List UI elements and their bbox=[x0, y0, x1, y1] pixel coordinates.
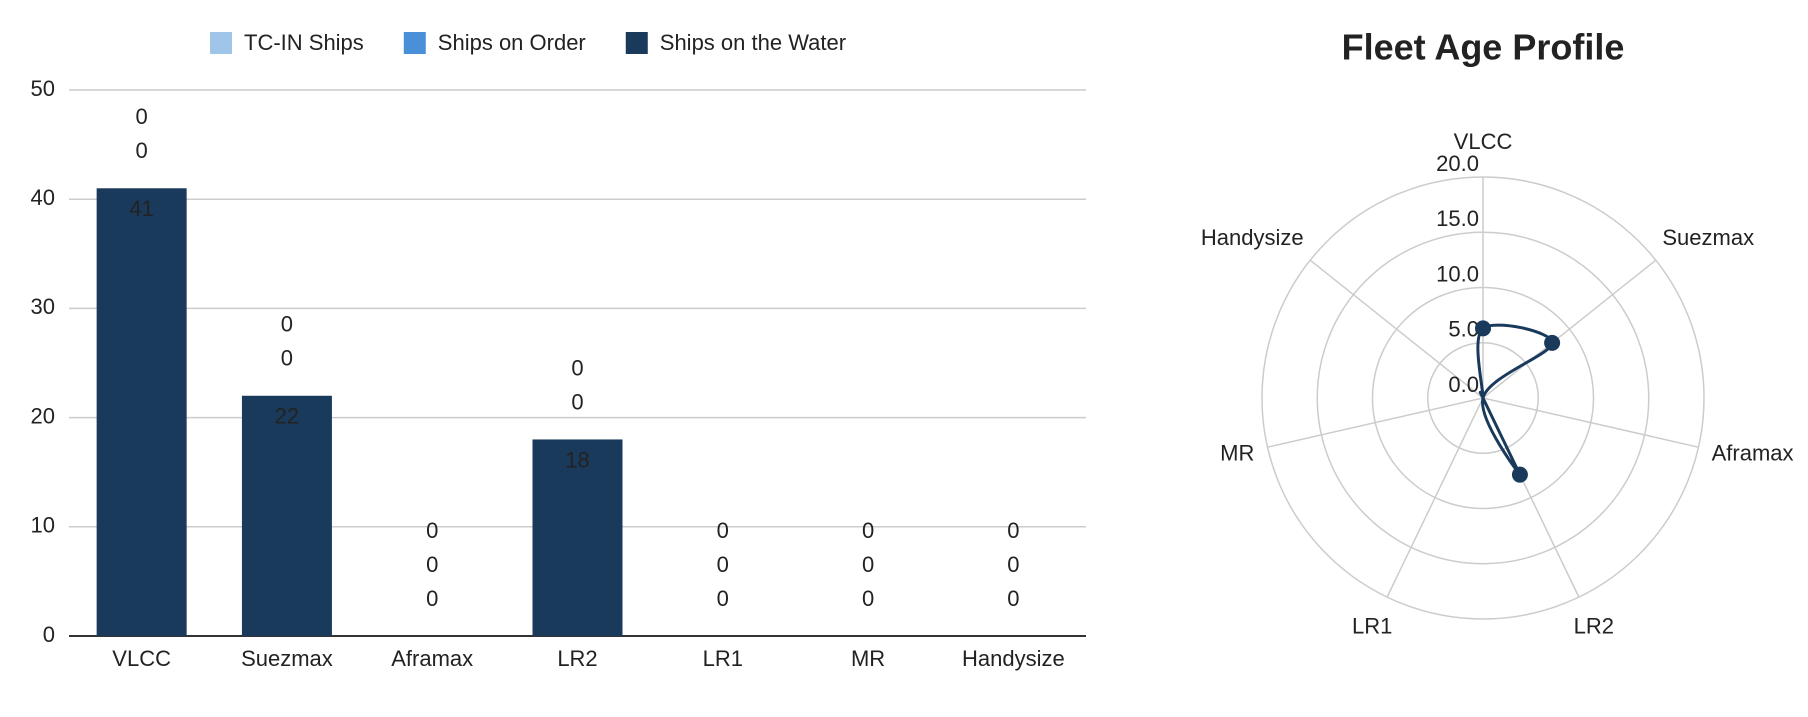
value-label: 0 bbox=[136, 104, 148, 129]
y-tick-label: 20 bbox=[31, 403, 55, 428]
category-label: VLCC bbox=[1454, 129, 1513, 154]
chart-title: Fleet Age Profile bbox=[1342, 27, 1625, 68]
value-label: 0 bbox=[717, 586, 729, 611]
r-tick-label: 10.0 bbox=[1436, 261, 1479, 286]
value-label: 0 bbox=[571, 389, 583, 414]
grid-ring bbox=[1316, 231, 1650, 565]
y-tick-label: 10 bbox=[31, 513, 55, 538]
value-label: 0 bbox=[281, 346, 293, 371]
r-tick-label: 20.0 bbox=[1436, 151, 1479, 176]
x-tick-label: Suezmax bbox=[241, 646, 333, 671]
category-label: Aframax bbox=[1712, 441, 1794, 466]
value-label: 0 bbox=[426, 586, 438, 611]
y-tick-label: 40 bbox=[31, 185, 55, 210]
grid-ring bbox=[1261, 176, 1705, 620]
value-label: 0 bbox=[1007, 586, 1019, 611]
value-label: 0 bbox=[717, 518, 729, 543]
category-label: Handysize bbox=[1201, 225, 1304, 250]
r-tick-label: 5.0 bbox=[1448, 317, 1479, 342]
legend-label: Ships on the Water bbox=[660, 30, 846, 55]
bar bbox=[241, 395, 332, 636]
value-label: 0 bbox=[136, 138, 148, 163]
value-label: 0 bbox=[281, 312, 293, 337]
radar-point bbox=[1544, 334, 1561, 351]
y-tick-label: 0 bbox=[43, 622, 55, 647]
radar-point bbox=[1511, 466, 1528, 483]
legend-label: Ships on Order bbox=[438, 30, 586, 55]
x-tick-label: VLCC bbox=[112, 646, 171, 671]
value-label: 0 bbox=[862, 552, 874, 577]
value-label: 0 bbox=[1007, 552, 1019, 577]
value-label: 0 bbox=[426, 518, 438, 543]
legend-swatch bbox=[210, 32, 232, 54]
x-tick-label: Handysize bbox=[962, 646, 1065, 671]
category-label: MR bbox=[1220, 441, 1254, 466]
y-tick-label: 50 bbox=[31, 76, 55, 101]
legend-label: TC-IN Ships bbox=[244, 30, 364, 55]
value-label: 0 bbox=[1007, 518, 1019, 543]
grid-ring bbox=[1371, 286, 1595, 510]
grid-ring bbox=[1427, 342, 1539, 454]
y-tick-label: 30 bbox=[31, 294, 55, 319]
value-label: 41 bbox=[129, 196, 153, 221]
value-label: 0 bbox=[862, 586, 874, 611]
x-tick-label: LR1 bbox=[703, 646, 743, 671]
value-label: 0 bbox=[717, 552, 729, 577]
x-tick-label: MR bbox=[851, 646, 885, 671]
r-tick-label: 0.0 bbox=[1448, 372, 1479, 397]
value-label: 18 bbox=[565, 447, 589, 472]
value-label: 0 bbox=[571, 355, 583, 380]
radar-point bbox=[1475, 320, 1491, 337]
x-tick-label: LR2 bbox=[557, 646, 597, 671]
category-label: LR2 bbox=[1574, 614, 1614, 639]
bar bbox=[532, 439, 623, 636]
bar bbox=[96, 188, 187, 636]
value-label: 0 bbox=[862, 518, 874, 543]
legend-swatch bbox=[625, 32, 648, 54]
value-label: 0 bbox=[426, 552, 438, 577]
r-tick-label: 15.0 bbox=[1436, 206, 1479, 231]
category-label: Suezmax bbox=[1662, 225, 1754, 250]
category-label: LR1 bbox=[1352, 614, 1392, 639]
legend-swatch bbox=[403, 32, 426, 54]
x-tick-label: Aframax bbox=[391, 646, 473, 671]
value-label: 22 bbox=[275, 404, 299, 429]
